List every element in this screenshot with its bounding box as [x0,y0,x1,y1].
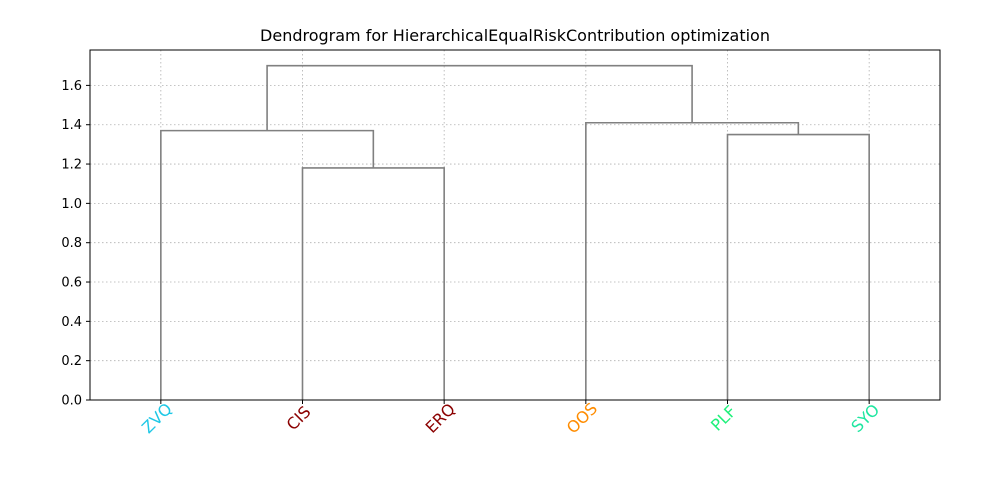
chart-title: Dendrogram for HierarchicalEqualRiskCont… [260,26,770,45]
y-tick-label: 1.0 [61,197,82,212]
dendrogram-link [160,129,375,400]
y-tick-label: 1.2 [61,158,82,173]
leaf-label: PLF [707,402,740,435]
leaf-label: ERQ [422,399,459,436]
dendrogram-link [726,133,870,400]
leaf-label: OOS [563,399,601,437]
dendrogram-link [266,64,693,131]
y-tick-label: 0.0 [61,394,82,409]
y-tick-label: 1.4 [61,118,82,133]
y-tick-label: 0.8 [61,236,82,251]
axis-layer: 0.0 0.2 0.4 0.6 0.8 1.0 1.2 1.4 1.6 [61,79,870,409]
leaf-label: CIS [283,402,315,434]
dendrogram-link [301,167,445,400]
dendrogram-link [585,121,800,400]
grid-layer [90,50,940,401]
leaf-label-layer: ZVQ CIS ERQ OOS PLF SYO [138,399,883,437]
y-tick-label: 1.6 [61,79,82,94]
link-layer [160,64,870,400]
y-tick-label: 0.6 [61,276,82,291]
leaf-label: ZVQ [138,399,176,437]
leaf-label: SYO [847,400,883,436]
y-tick-label: 0.2 [61,354,82,369]
plot-frame [89,49,941,401]
y-tick-label: 0.4 [61,315,82,330]
